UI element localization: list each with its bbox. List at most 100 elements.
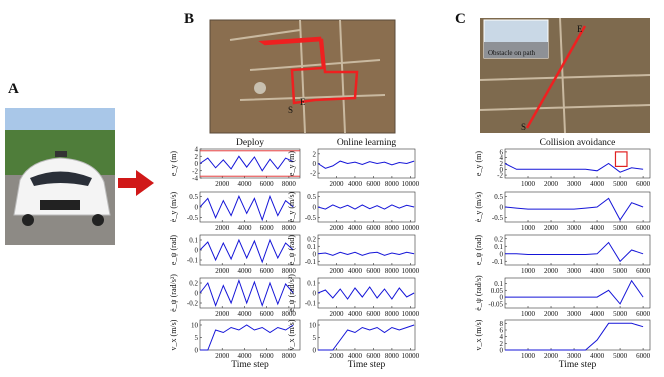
x-tick-label: 2000 bbox=[329, 180, 344, 188]
y-axis-label: v_x (m/s) bbox=[169, 319, 178, 350]
plot-frame bbox=[504, 277, 651, 309]
y-tick-label: 4 bbox=[500, 333, 504, 341]
x-tick-label: 4000 bbox=[590, 224, 605, 232]
x-tick-label: 4000 bbox=[590, 310, 605, 318]
x-tick-label: 6000 bbox=[260, 352, 275, 360]
y-tick-label: 2 bbox=[500, 160, 504, 168]
y-axis-label: ė_ψ (rad/s²) bbox=[287, 274, 296, 312]
x-tick-label: 6000 bbox=[366, 267, 381, 275]
y-tick-label: 8 bbox=[500, 320, 504, 328]
panel-label: B bbox=[184, 11, 194, 27]
x-tick-label: 6000 bbox=[366, 180, 381, 188]
y-tick-label: 0.1 bbox=[189, 237, 198, 245]
y-tick-label: 0 bbox=[500, 347, 504, 355]
y-tick-label: 4 bbox=[500, 154, 504, 162]
plot-frame bbox=[317, 148, 416, 179]
x-tick-label: 4000 bbox=[348, 267, 363, 275]
x-tick-label: 8000 bbox=[385, 180, 400, 188]
x-tick-label: 6000 bbox=[636, 267, 651, 275]
x-tick-label: 6000 bbox=[636, 352, 651, 360]
y-tick-label: 0.5 bbox=[307, 193, 316, 201]
y-tick-label: 2 bbox=[500, 340, 504, 348]
series-line bbox=[504, 197, 644, 221]
chart-title: Collision avoidance bbox=[540, 138, 616, 148]
series-line bbox=[318, 324, 415, 351]
x-axis-label: Time step bbox=[231, 360, 269, 370]
x-tick-label: 8000 bbox=[385, 310, 400, 318]
x-tick-label: 6000 bbox=[636, 310, 651, 318]
x-tick-label: 2000 bbox=[544, 352, 559, 360]
y-axis-label: v_x (m/s) bbox=[474, 319, 483, 350]
x-tick-label: 3000 bbox=[567, 180, 582, 188]
aerial-map-c: Obstacle on path E S bbox=[479, 17, 651, 134]
y-tick-label: 0 bbox=[195, 290, 199, 298]
map-end: E bbox=[300, 97, 306, 107]
x-tick-label: 8000 bbox=[282, 267, 297, 275]
map-start: S bbox=[288, 105, 293, 115]
map-start: S bbox=[521, 122, 526, 132]
y-tick-label: 0 bbox=[313, 204, 317, 212]
y-axis-label: e_ψ (rad) bbox=[474, 235, 483, 265]
y-tick-label: 0 bbox=[500, 294, 504, 302]
plot-frame bbox=[504, 148, 651, 179]
x-tick-label: 4000 bbox=[348, 180, 363, 188]
x-tick-label: 3000 bbox=[567, 310, 582, 318]
x-axis-label: Time step bbox=[348, 360, 386, 370]
x-tick-label: 6000 bbox=[366, 310, 381, 318]
series-line bbox=[199, 155, 294, 172]
y-tick-label: 0 bbox=[313, 250, 317, 258]
x-tick-label: 4000 bbox=[348, 224, 363, 232]
x-tick-label: 10000 bbox=[402, 224, 420, 232]
series-line bbox=[505, 241, 644, 263]
x-axis-label: Time step bbox=[559, 360, 597, 370]
arrow bbox=[118, 170, 154, 196]
y-axis-label: e_y (m) bbox=[474, 151, 483, 176]
x-tick-label: 2000 bbox=[544, 180, 559, 188]
y-tick-label: 0 bbox=[313, 160, 317, 168]
series-line bbox=[200, 324, 294, 351]
x-tick-label: 10000 bbox=[402, 180, 420, 188]
y-tick-label: 0 bbox=[313, 290, 317, 298]
x-tick-label: 1000 bbox=[521, 180, 536, 188]
y-tick-label: -0.2 bbox=[187, 300, 199, 308]
y-tick-label: -0.5 bbox=[492, 214, 504, 222]
x-tick-label: 5000 bbox=[613, 352, 628, 360]
x-tick-label: 8000 bbox=[385, 352, 400, 360]
y-tick-label: -0.05 bbox=[488, 300, 503, 308]
y-tick-label: 0.1 bbox=[307, 280, 316, 288]
y-tick-label: 0 bbox=[195, 247, 199, 255]
y-tick-label: 10 bbox=[191, 322, 199, 330]
x-tick-label: 2000 bbox=[215, 310, 230, 318]
y-axis-label: e_ψ (rad) bbox=[169, 235, 178, 265]
x-tick-label: 2000 bbox=[215, 267, 230, 275]
plot-frame bbox=[317, 234, 416, 266]
y-tick-label: 0 bbox=[195, 204, 199, 212]
y-axis-label: ė_y (m/s) bbox=[287, 191, 296, 222]
y-tick-label: 0 bbox=[195, 160, 199, 168]
aerial-map-b: S E bbox=[209, 19, 396, 134]
x-tick-label: 2000 bbox=[329, 310, 344, 318]
y-tick-label: 5 bbox=[313, 334, 317, 342]
y-tick-label: 0.5 bbox=[494, 193, 503, 201]
plot-frame bbox=[199, 319, 301, 351]
x-tick-label: 2000 bbox=[544, 310, 559, 318]
x-tick-label: 2000 bbox=[544, 224, 559, 232]
x-tick-label: 2000 bbox=[215, 352, 230, 360]
y-tick-label: 5 bbox=[195, 334, 199, 342]
y-tick-label: 0.2 bbox=[494, 235, 503, 243]
y-tick-label: -0.1 bbox=[305, 258, 317, 266]
x-tick-label: 4000 bbox=[590, 180, 605, 188]
x-tick-label: 6000 bbox=[366, 224, 381, 232]
x-tick-label: 8000 bbox=[385, 267, 400, 275]
x-tick-label: 8000 bbox=[282, 352, 297, 360]
x-tick-label: 2000 bbox=[215, 180, 230, 188]
y-tick-label: 0.5 bbox=[189, 193, 198, 201]
x-tick-label: 3000 bbox=[567, 267, 582, 275]
y-axis-label: e_y (m) bbox=[169, 151, 178, 176]
x-tick-label: 3000 bbox=[567, 224, 582, 232]
x-tick-label: 4000 bbox=[237, 352, 252, 360]
y-tick-label: 0 bbox=[500, 166, 504, 174]
x-tick-label: 4000 bbox=[237, 180, 252, 188]
y-axis-label: ė_ψ (rad/s²) bbox=[169, 274, 178, 312]
